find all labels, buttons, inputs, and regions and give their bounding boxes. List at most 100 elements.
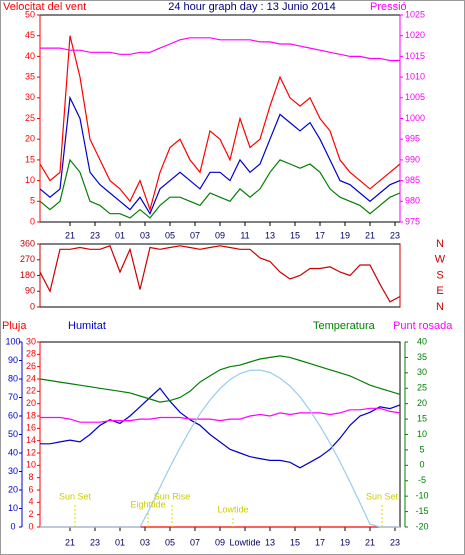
legend-label: Pluja <box>2 320 27 332</box>
y-tick-label: S <box>436 269 443 281</box>
annotation: Sun Set <box>59 491 92 501</box>
x-tick-label: 21 <box>65 537 75 547</box>
x-tick-label: 11 <box>240 230 249 240</box>
y-tick-label: 60 <box>8 410 18 420</box>
x-tick-label: 19 <box>340 230 350 240</box>
y-tick-label: 10 <box>8 503 18 513</box>
y-tick-label: 985 <box>405 175 420 185</box>
y-tick-label: 25 <box>417 383 427 393</box>
y-tick-label: 0 <box>10 521 15 531</box>
y-tick-label: 0 <box>30 216 35 226</box>
legend-label: Temperatura <box>313 320 376 332</box>
y-tick-label: 50 <box>8 429 18 439</box>
x-tick-label: 21 <box>365 537 375 547</box>
y-tick-label: 20 <box>26 398 36 408</box>
y-tick-label: 16 <box>26 423 36 433</box>
y-tick-label: 90 <box>8 355 18 365</box>
series-line <box>39 95 401 216</box>
y-tick-label: E <box>436 285 443 297</box>
x-tick-label: Lowtide <box>229 537 260 547</box>
x-tick-label: 19 <box>340 537 350 547</box>
series-line <box>40 369 400 528</box>
y-tick-label: 30 <box>25 92 35 102</box>
y-tick-label: 15 <box>25 154 35 164</box>
series-line <box>40 387 401 469</box>
x-tick-label: 01 <box>115 230 125 240</box>
x-tick-label: 05 <box>165 230 175 240</box>
y-tick-label: 4 <box>28 497 33 507</box>
x-tick-label: 17 <box>315 230 325 240</box>
y-tick-label: 70 <box>8 392 18 402</box>
y-tick-label: 90 <box>25 286 35 296</box>
y-tick-label: W <box>435 254 446 266</box>
y-tick-label: 20 <box>8 484 18 494</box>
x-tick-label: 07 <box>190 537 200 547</box>
y-tick-label: 12 <box>26 447 36 457</box>
y-tick-label: 180 <box>20 270 35 280</box>
y-tick-label: 20 <box>25 134 35 144</box>
y-tick-label: 100 <box>5 336 20 346</box>
y-tick-label: 35 <box>417 352 427 362</box>
y-tick-label: 24 <box>26 373 36 383</box>
y-tick-label: 5 <box>419 444 424 454</box>
x-tick-label: 15 <box>290 230 300 240</box>
y-tick-label: 40 <box>417 336 427 346</box>
y-tick-label: 20 <box>417 398 427 408</box>
legend-label: Punt rosada <box>393 320 453 332</box>
x-tick-label: 07 <box>190 230 200 240</box>
y-tick-label: 15 <box>417 413 427 423</box>
series-line <box>39 158 401 219</box>
x-tick-label: 15 <box>290 537 300 547</box>
x-tick-label: 21 <box>365 230 375 240</box>
y-tick-label: 1005 <box>405 92 425 102</box>
y-tick-label: 22 <box>26 386 36 396</box>
x-tick-label: 09 <box>215 537 225 547</box>
y-tick-label: 18 <box>26 410 36 420</box>
annotation: Lowtide <box>217 504 248 514</box>
y-tick-label: 5 <box>30 196 35 206</box>
series-line <box>39 245 401 303</box>
series-line <box>40 37 400 62</box>
y-tick-label: 10 <box>26 460 36 470</box>
x-tick-label: 05 <box>165 537 175 547</box>
y-tick-label: 0 <box>28 521 33 531</box>
y-tick-label: 10 <box>417 429 427 439</box>
y-tick-label: 25 <box>25 113 35 123</box>
x-tick-label: 23 <box>390 537 400 547</box>
y-tick-label: 2 <box>28 509 33 519</box>
y-tick-label: 50 <box>25 9 35 19</box>
y-tick-label: 0 <box>30 301 35 311</box>
y-tick-label: N <box>436 238 444 250</box>
y-tick-label: 1000 <box>405 113 425 123</box>
annotation: Sun Rise <box>154 491 191 501</box>
y-tick-label: 0 <box>419 460 424 470</box>
y-tick-label: 14 <box>26 435 36 445</box>
x-tick-label: 03 <box>140 537 150 547</box>
y-tick-label: 45 <box>25 30 35 40</box>
annotation: Eighttide <box>130 499 165 509</box>
x-tick-label: 03 <box>140 230 150 240</box>
y-tick-label: 10 <box>25 175 35 185</box>
x-tick-label: 13 <box>265 537 275 547</box>
series-line <box>40 407 401 423</box>
y-tick-label: 990 <box>405 154 420 164</box>
chart-title: 24 hour graph day : 13 Junio 2014 <box>168 1 336 13</box>
y-tick-label: 30 <box>8 466 18 476</box>
series-line <box>39 355 401 403</box>
y-tick-label: -5 <box>418 475 426 485</box>
y-tick-label: 980 <box>405 196 420 206</box>
x-tick-label: 17 <box>315 537 325 547</box>
y-tick-label: -10 <box>415 491 428 501</box>
y-tick-label: 35 <box>25 71 35 81</box>
legend-label: Humitat <box>68 320 106 332</box>
y-tick-label: 28 <box>26 349 36 359</box>
x-tick-label: 23 <box>90 537 100 547</box>
x-tick-label: 09 <box>215 230 225 240</box>
y-tick-label: -20 <box>415 521 428 531</box>
x-tick-label: 21 <box>65 230 75 240</box>
y-tick-label: N <box>436 301 444 313</box>
y-tick-label: 270 <box>20 254 35 264</box>
